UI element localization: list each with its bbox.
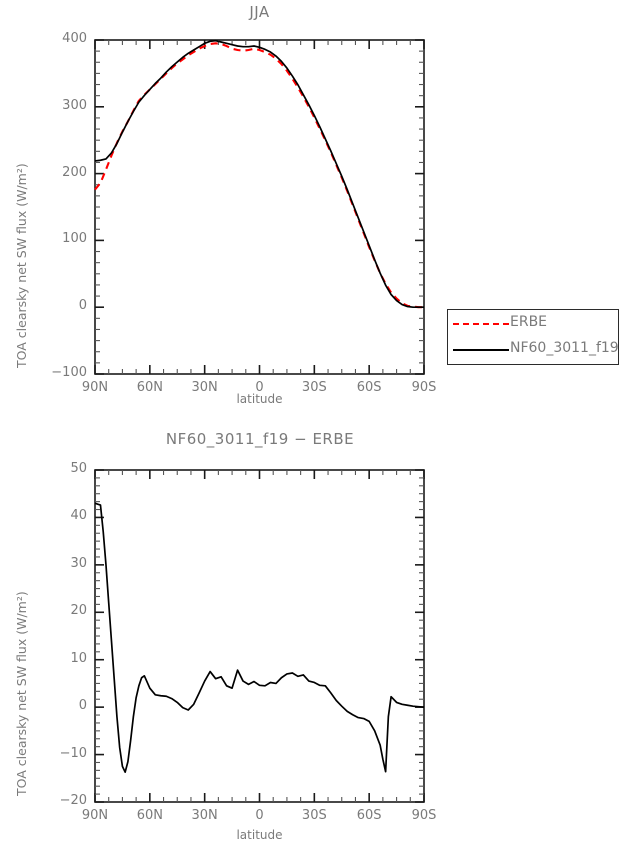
y-tick-label: 50 <box>70 461 87 476</box>
x-tick-label: 90N <box>81 808 109 823</box>
legend-label-model: NF60_3011_f19 <box>510 340 619 356</box>
y-tick-label: 20 <box>70 603 87 619</box>
x-tick-label: 60S <box>356 380 382 395</box>
plot-area-bottom <box>94 469 425 803</box>
legend-top: ERBE NF60_3011_f19 <box>447 309 619 365</box>
legend-entry-erbe: ERBE <box>448 310 618 338</box>
x-tick-label: 30N <box>191 808 218 823</box>
chart-title-top: JJA <box>249 3 270 21</box>
series-line <box>94 39 424 309</box>
x-tick-label: 90N <box>81 380 109 395</box>
chart-panel-bottom: NF60_3011_f19 − ERBE TOA clearsky net SW… <box>0 430 623 862</box>
x-tick-label: 90S <box>411 380 437 395</box>
y-tick-label: 40 <box>70 508 87 524</box>
y-tick-label: −10 <box>59 745 87 761</box>
plot-area-top <box>94 39 425 375</box>
legend-label-erbe: ERBE <box>510 314 548 330</box>
y-tick-label: 100 <box>62 231 87 247</box>
chart-title-bottom: NF60_3011_f19 − ERBE <box>165 430 355 448</box>
x-axis-label-bottom: latitude <box>236 828 283 842</box>
y-tick-label: 0 <box>78 698 87 714</box>
legend-swatch-erbe <box>453 323 509 325</box>
x-tick-label: 30N <box>191 380 218 395</box>
x-tick-label: 60N <box>136 380 163 395</box>
y-tick-label: 400 <box>62 31 87 46</box>
legend-swatch-model <box>453 349 509 351</box>
x-axis-label-top: latitude <box>236 392 283 406</box>
x-tick-label: 0 <box>255 380 264 395</box>
legend-entry-model: NF60_3011_f19 <box>448 336 619 364</box>
y-tick-label: 200 <box>62 164 87 180</box>
y-tick-label: −100 <box>51 365 87 380</box>
y-tick-label: 0 <box>78 298 87 314</box>
series-line <box>94 42 424 309</box>
x-tick-label: 90S <box>411 808 437 823</box>
x-tick-label: 60S <box>356 808 382 823</box>
x-tick-label: 30S <box>301 808 327 823</box>
chart-panel-top: JJA TOA clearsky net SW flux (W/m²) lati… <box>0 0 623 430</box>
y-tick-label: 30 <box>70 555 87 571</box>
y-tick-label: 10 <box>70 650 87 666</box>
series-line <box>94 502 425 773</box>
y-tick-label: −20 <box>59 793 87 808</box>
x-tick-label: 30S <box>301 380 327 395</box>
y-tick-label: 300 <box>62 97 87 113</box>
x-tick-label: 60N <box>136 808 163 823</box>
x-tick-label: 0 <box>255 808 264 823</box>
